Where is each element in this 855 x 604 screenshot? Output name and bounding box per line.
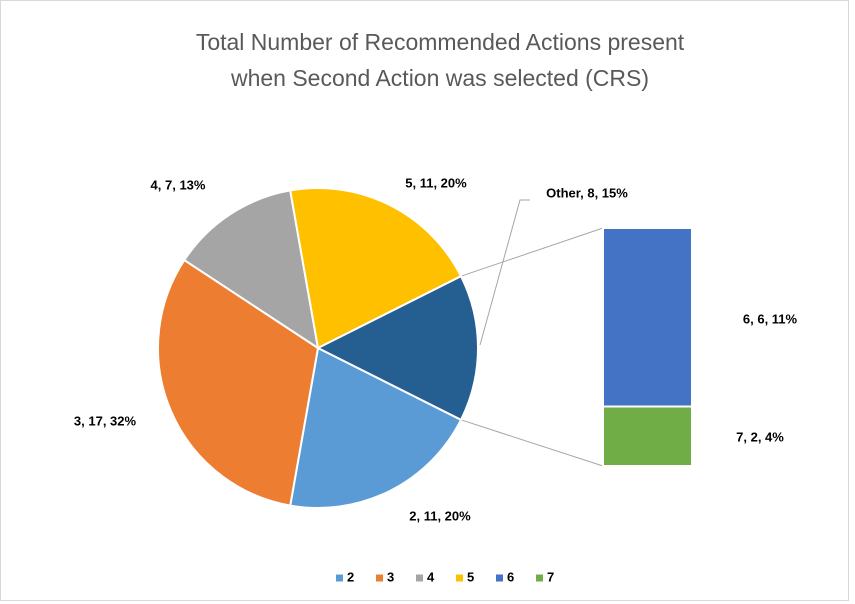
chart-title: when Second Action was selected (CRS) <box>230 65 649 91</box>
pie-slice <box>289 346 463 509</box>
legend-label: 5 <box>467 569 474 584</box>
legend-marker <box>536 574 543 582</box>
data-label: 2, 11, 20% <box>409 508 471 523</box>
pie-slice <box>182 189 320 351</box>
data-label: Other, 8, 15% <box>546 185 628 200</box>
legend-label: 3 <box>387 569 394 584</box>
legend-label: 4 <box>427 569 435 584</box>
legend-label: 7 <box>547 569 554 584</box>
pie-slice <box>157 258 320 507</box>
data-label: 3, 17, 32% <box>74 413 137 428</box>
legend-marker <box>416 574 423 582</box>
pie-slice <box>289 187 463 350</box>
legend-label: 6 <box>507 569 514 584</box>
connector-line <box>460 227 604 277</box>
bar-segment <box>602 227 693 408</box>
chart-title: Total Number of Recommended Actions pres… <box>196 29 685 55</box>
data-label: 4, 7, 13% <box>151 177 206 192</box>
legend-marker <box>496 574 503 582</box>
pie-slice <box>315 274 479 422</box>
connector-line <box>460 419 604 467</box>
legend-marker <box>456 574 463 582</box>
data-label: 5, 11, 20% <box>405 175 467 190</box>
data-label: 6, 6, 11% <box>743 311 798 326</box>
legend-label: 2 <box>347 569 354 584</box>
data-label: 7, 2, 4% <box>736 429 784 444</box>
leader-line <box>479 199 530 346</box>
legend-marker <box>336 574 343 582</box>
bar-segment <box>602 405 693 467</box>
legend-marker <box>376 574 383 582</box>
